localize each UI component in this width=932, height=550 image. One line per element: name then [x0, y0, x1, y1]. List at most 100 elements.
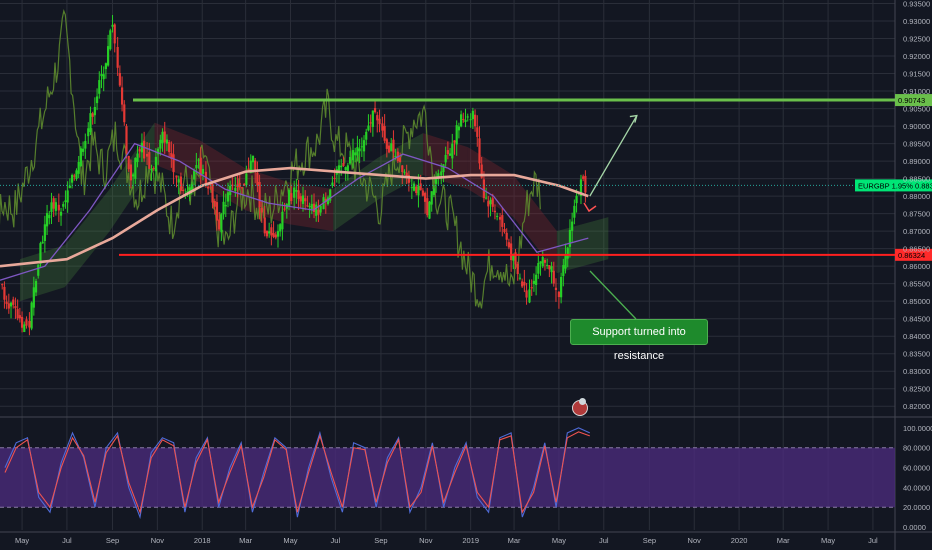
candle-body — [297, 190, 300, 199]
candle-body — [523, 282, 526, 286]
candle-body — [528, 289, 531, 303]
stoch-tick-label: 60.0000 — [903, 464, 930, 473]
candle-body — [32, 287, 35, 308]
price-tick-label: 0.87000 — [903, 227, 930, 236]
callout-pointer — [589, 270, 637, 320]
candle-body — [14, 306, 17, 309]
ichimoku-cloud — [20, 122, 609, 302]
candle-body — [30, 302, 33, 329]
resistance-price-label-bg — [895, 94, 932, 107]
candle-body — [537, 263, 540, 274]
candle-body — [308, 206, 311, 208]
candle-body — [70, 174, 74, 183]
callout-note[interactable]: Support turned into resistance — [570, 319, 708, 362]
candle-body — [378, 118, 381, 125]
candle-body — [161, 131, 164, 144]
candle-body — [385, 139, 388, 149]
candle-body — [123, 104, 126, 123]
candle-body — [539, 261, 542, 264]
candle-body — [82, 148, 85, 152]
candle-body — [218, 219, 221, 230]
time-tick-label: Sep — [643, 536, 656, 545]
candle-body — [437, 173, 440, 179]
candle-body — [471, 110, 474, 120]
candle-body — [193, 170, 196, 180]
time-tick-label: May — [283, 536, 297, 545]
candle-body — [421, 190, 424, 196]
time-tick-label: Sep — [106, 536, 119, 545]
candle-body — [446, 150, 449, 155]
candle-body — [444, 154, 447, 163]
symbol-price-label-bg — [855, 179, 932, 192]
candle-body — [12, 299, 15, 305]
stoch-tick-label: 0.0000 — [903, 523, 926, 532]
time-tick-label: Mar — [239, 536, 252, 545]
candle-body — [57, 204, 60, 211]
candle-body — [428, 201, 431, 219]
candle-body — [120, 87, 124, 105]
candle-body — [263, 217, 266, 234]
candle-body — [238, 182, 241, 188]
candle-body — [45, 213, 49, 227]
candle-body — [215, 202, 219, 221]
candle-body — [554, 287, 558, 291]
candlesticks — [1, 14, 587, 336]
candle-body — [460, 114, 463, 127]
candle-body — [274, 234, 277, 238]
candle-body — [201, 168, 205, 174]
candle-body — [315, 204, 318, 216]
candle-body — [23, 324, 26, 333]
candle-body — [487, 201, 490, 207]
candle-body — [224, 204, 227, 207]
price-tick-label: 0.91500 — [903, 70, 930, 79]
time-axis: May Jul Sep Nov 2018 Mar May Jul Sep Nov 2019 Mar Ma… — [15, 536, 878, 545]
candle-body — [423, 192, 427, 202]
candle-body — [430, 191, 433, 205]
candle-body — [107, 46, 110, 66]
candle-body — [64, 200, 67, 202]
price-tick-label: 0.93500 — [903, 0, 930, 9]
candle-body — [245, 173, 248, 185]
candle-body — [295, 189, 298, 192]
candle-body — [485, 197, 488, 199]
candle-body — [575, 195, 578, 204]
price-tick-label: 0.86000 — [903, 262, 930, 271]
candle-body — [125, 126, 128, 154]
candle-body — [197, 159, 200, 161]
candle-body — [159, 139, 162, 149]
candle-body — [407, 174, 410, 183]
candle-body — [188, 187, 191, 194]
candle-body — [354, 152, 357, 156]
price-tick-label: 0.82000 — [903, 402, 930, 411]
time-tick-label: Jul — [62, 536, 72, 545]
candle-body — [362, 140, 366, 152]
candle-body — [281, 211, 284, 230]
candle-body — [541, 256, 544, 267]
candle-body — [195, 165, 198, 169]
stoch-tick-label: 20.0000 — [903, 503, 930, 512]
price-tick-label: 0.86500 — [903, 245, 930, 254]
time-tick-label: Nov — [688, 536, 702, 545]
candle-body — [419, 183, 422, 191]
time-tick-label: 2020 — [731, 536, 748, 545]
candle-body — [530, 287, 533, 289]
candle-body — [118, 73, 121, 86]
candle-body — [426, 198, 429, 216]
candle-body — [54, 202, 57, 211]
candle-body — [116, 46, 119, 68]
candle-body — [326, 197, 330, 205]
candle-body — [175, 175, 178, 178]
candle-body — [43, 224, 46, 241]
candle-body — [560, 276, 563, 298]
time-tick-label: Nov — [151, 536, 165, 545]
candle-body — [91, 113, 94, 117]
candle-body — [582, 176, 585, 179]
moving-averages — [0, 142, 589, 281]
candle-body — [535, 274, 538, 285]
candle-body — [138, 149, 141, 152]
candle-body — [507, 242, 511, 248]
candle-body — [157, 148, 160, 155]
candle-body — [405, 172, 408, 177]
candle-body — [254, 160, 257, 172]
